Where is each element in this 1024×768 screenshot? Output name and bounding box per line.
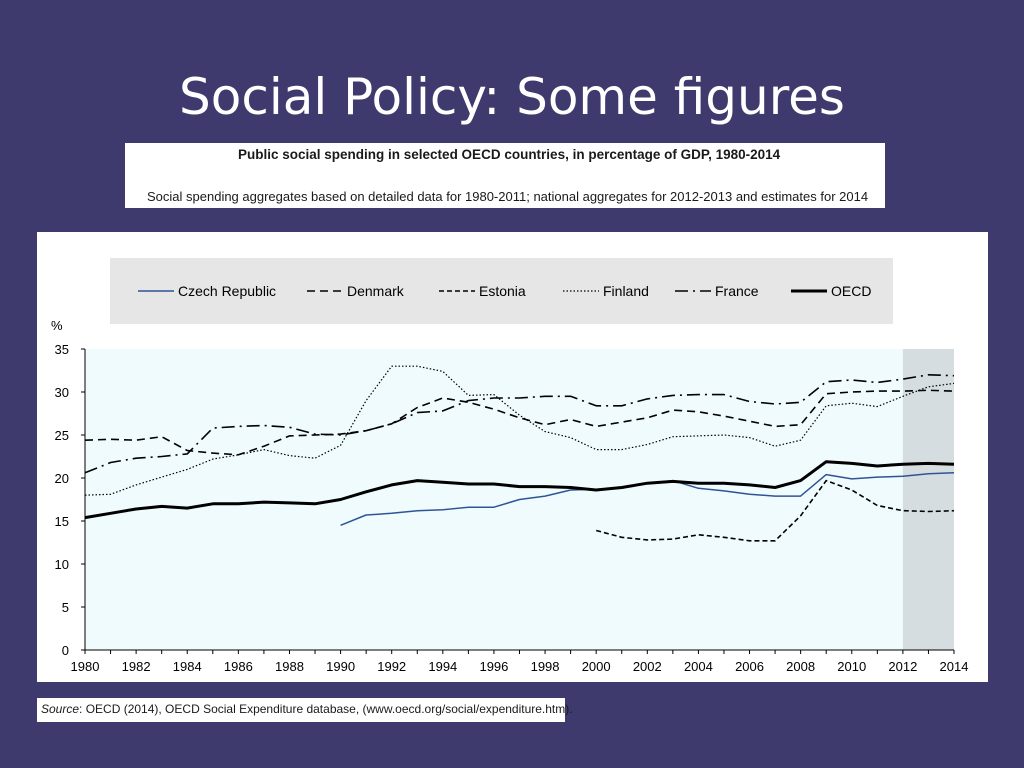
legend-label-denmark: Denmark bbox=[347, 283, 405, 299]
y-tick-label: 30 bbox=[55, 385, 69, 400]
x-tick-label: 1996 bbox=[479, 659, 508, 674]
x-tick-label: 1986 bbox=[224, 659, 253, 674]
y-tick-label: 0 bbox=[62, 643, 69, 658]
series-line-finland bbox=[84, 365, 955, 496]
x-tick-label: 1982 bbox=[122, 659, 151, 674]
x-tick-label: 1990 bbox=[326, 659, 355, 674]
series-line-oecd bbox=[84, 460, 955, 520]
y-tick-label: 35 bbox=[55, 342, 69, 357]
line-chart: Czech Republic Denmark Estonia Finland Franc… bbox=[51, 258, 969, 674]
legend-label-france: France bbox=[715, 283, 759, 299]
legend-label-estonia: Estonia bbox=[479, 283, 526, 299]
x-tick-label: 2008 bbox=[786, 659, 815, 674]
series-lines bbox=[84, 365, 955, 542]
x-tick-label: 1988 bbox=[275, 659, 304, 674]
y-tick-label: 10 bbox=[55, 557, 69, 572]
chart-header-title: Public social spending in selected OECD … bbox=[238, 147, 781, 162]
y-axis-unit-label: % bbox=[51, 318, 63, 333]
legend: Czech Republic Denmark Estonia Finland Franc… bbox=[138, 283, 871, 299]
estimate-shade bbox=[902, 349, 954, 650]
series-line-denmark bbox=[84, 389, 955, 456]
x-tick-label: 2004 bbox=[684, 659, 713, 674]
x-tick-label: 2010 bbox=[837, 659, 866, 674]
source-box: Source: OECD (2014), OECD Social Expendi… bbox=[37, 698, 573, 722]
chart-panel: Czech Republic Denmark Estonia Finland Franc… bbox=[37, 232, 988, 682]
series-line-france bbox=[84, 374, 955, 474]
x-tick-label: 2002 bbox=[633, 659, 662, 674]
chart-header-subtitle: Social spending aggregates based on deta… bbox=[147, 189, 869, 204]
x-tick-label: 1998 bbox=[531, 659, 560, 674]
x-tick-label: 1994 bbox=[428, 659, 457, 674]
axes: 0 5 10 15 20 25 30 35 1980 1982 1984 1986 1988 1990 19… bbox=[55, 342, 969, 674]
chart-header-box: Public social spending in selected OECD … bbox=[125, 143, 885, 208]
source-note: Source: OECD (2014), OECD Social Expendi… bbox=[41, 702, 573, 716]
source-text: : OECD (2014), OECD Social Expenditure d… bbox=[79, 702, 573, 716]
slide-title: Social Policy: Some figures bbox=[179, 68, 845, 126]
legend-label-finland: Finland bbox=[603, 283, 649, 299]
legend-label-czech-republic: Czech Republic bbox=[178, 283, 276, 299]
source-label: Source bbox=[41, 702, 80, 716]
x-tick-label: 2006 bbox=[735, 659, 764, 674]
y-tick-label: 15 bbox=[55, 514, 69, 529]
x-tick-label: 1984 bbox=[173, 659, 202, 674]
x-tick-label: 2014 bbox=[940, 659, 969, 674]
series-line-estonia bbox=[595, 479, 955, 542]
x-tick-label: 2012 bbox=[888, 659, 917, 674]
x-tick-label: 2000 bbox=[582, 659, 611, 674]
legend-label-oecd: OECD bbox=[831, 283, 871, 299]
x-tick-label: 1980 bbox=[71, 659, 100, 674]
y-tick-label: 5 bbox=[62, 600, 69, 615]
x-tick-label: 1992 bbox=[377, 659, 406, 674]
y-tick-label: 20 bbox=[55, 471, 69, 486]
legend-background bbox=[110, 258, 893, 324]
y-tick-label: 25 bbox=[55, 428, 69, 443]
